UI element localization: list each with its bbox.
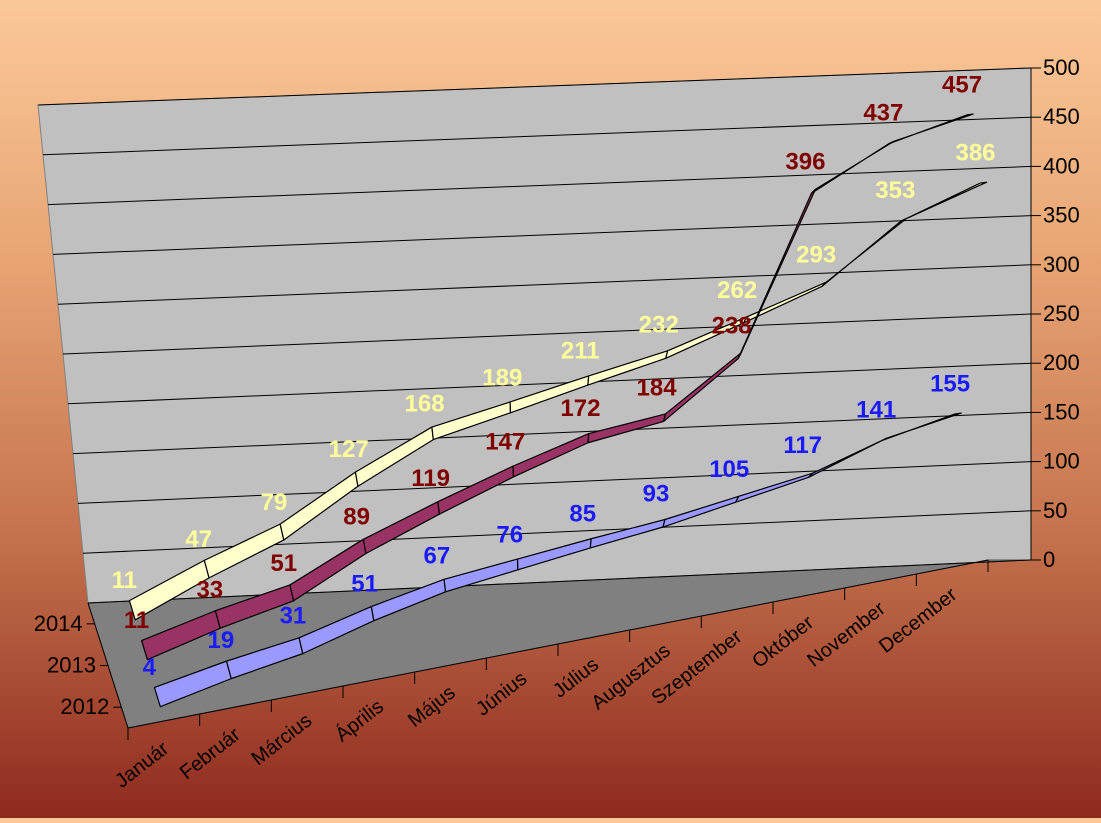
series-2013-label-0: 11 — [124, 607, 149, 634]
gridline-200 — [67, 362, 1032, 405]
gridline-0 — [87, 559, 1032, 604]
x-category-label-5: Június — [472, 668, 531, 721]
series-2013-label-9: 396 — [785, 148, 825, 175]
series-2012-label-5: 76 — [496, 521, 523, 548]
series-2014-label-1: 47 — [185, 526, 212, 553]
depth-axis: 2014 2013 2012 — [34, 602, 129, 729]
series-2012: 4 19 31 51 67 76 85 93 105 117 141 155 — [143, 371, 970, 708]
y-tick-label-250: 250 — [1043, 301, 1080, 326]
gridline-350 — [52, 215, 1032, 255]
x-category-label-1: Február — [176, 723, 245, 784]
series-2013-label-5: 147 — [485, 429, 525, 456]
gridline-300 — [57, 264, 1032, 305]
y-tick-label-300: 300 — [1043, 252, 1080, 277]
x-category-label-10: November — [803, 597, 890, 671]
y-tick-label-500: 500 — [1043, 55, 1080, 80]
series-2013-label-3: 89 — [343, 503, 370, 530]
series-2012-label-6: 85 — [569, 500, 596, 527]
x-category-label-8: Szeptember — [648, 625, 747, 709]
depth-label-2013: 2013 — [47, 653, 96, 678]
x-category-label-9: Október — [748, 611, 818, 672]
y-tick-label-450: 450 — [1043, 104, 1080, 129]
gridline-500 — [37, 67, 1032, 106]
series-2013: 11 33 51 89 119 147 172 184 238 396 437 457 — [124, 71, 982, 661]
series-2012-label-2: 31 — [280, 603, 307, 630]
series-2012-label-7: 93 — [643, 480, 670, 507]
series-2012-label-4: 67 — [423, 543, 450, 570]
series-2014-label-0: 11 — [112, 567, 137, 594]
gridline-450 — [42, 116, 1032, 156]
y-tick-label-200: 200 — [1043, 350, 1080, 375]
y-tick-label-100: 100 — [1043, 449, 1080, 474]
gridline-100 — [77, 461, 1032, 504]
x-category-label-3: Április — [331, 695, 388, 747]
series-2012-segment-10 — [880, 412, 962, 442]
series-2012-label-1: 19 — [208, 627, 235, 654]
gridline-400 — [47, 165, 1032, 206]
gridline-150 — [72, 411, 1032, 455]
series-2013-label-8: 238 — [712, 313, 752, 340]
series-2014-label-4: 168 — [405, 390, 445, 417]
series-2013-label-2: 51 — [270, 550, 297, 577]
series-2012-label-8: 105 — [709, 456, 749, 483]
series-2014: 11 47 79 127 168 189 211 232 262 293 353 386 — [112, 140, 996, 621]
series-2012-label-11: 155 — [930, 371, 970, 398]
series-2013-label-4: 119 — [411, 465, 450, 492]
series-2013-label-10: 437 — [863, 100, 903, 127]
y-tick-label-400: 400 — [1043, 153, 1080, 178]
series-2012-label-0: 4 — [143, 654, 157, 681]
series-2014-label-10: 353 — [875, 177, 915, 204]
y-tick-label-150: 150 — [1043, 399, 1080, 424]
x-category-label-2: Március — [248, 710, 317, 770]
series-2013-label-7: 184 — [637, 375, 678, 402]
series-2014-label-7: 232 — [639, 312, 679, 339]
depth-label-2012: 2012 — [60, 694, 109, 719]
series-2013-segment-10 — [888, 113, 974, 145]
series-2014-label-3: 127 — [329, 436, 369, 463]
series-2014-label-8: 262 — [717, 277, 757, 304]
series-2012-label-3: 51 — [351, 571, 378, 598]
series-2012-label-9: 117 — [783, 432, 822, 459]
series-2012-label-10: 141 — [856, 396, 896, 423]
y-axis: 0 50 100 150 200 250 300 350 400 450 500 — [1030, 55, 1080, 572]
series-2014-label-2: 79 — [261, 489, 288, 516]
series-2014-segment-10 — [900, 181, 988, 222]
series-2014-label-11: 386 — [955, 140, 995, 167]
series-2014-label-6: 211 — [561, 337, 600, 364]
series-2014-label-5: 189 — [482, 364, 522, 391]
gridline-250 — [62, 313, 1032, 355]
x-category-label-4: Május — [404, 682, 460, 732]
x-category-label-0: Január — [111, 737, 173, 792]
series-2013-label-11: 457 — [942, 71, 982, 98]
x-category-label-11: December — [875, 583, 962, 657]
y-tick-label-50: 50 — [1043, 498, 1067, 523]
y-tick-label-0: 0 — [1043, 547, 1055, 572]
depth-label-2014: 2014 — [34, 611, 83, 636]
series-2013-label-6: 172 — [560, 395, 600, 422]
series-2013-label-1: 33 — [196, 576, 223, 603]
y-tick-label-350: 350 — [1043, 203, 1080, 228]
series-2014-label-9: 293 — [796, 241, 836, 268]
